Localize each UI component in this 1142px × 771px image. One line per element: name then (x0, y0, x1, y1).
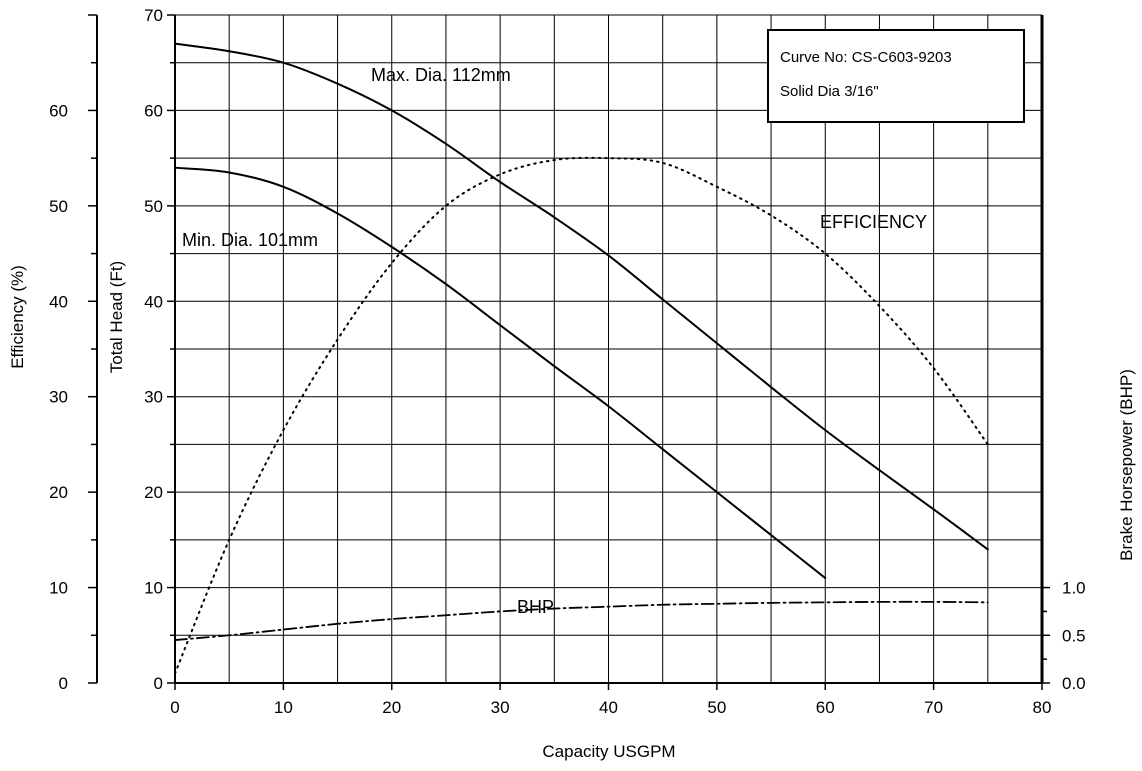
efficiency-tick-label: 50 (49, 197, 68, 216)
x-tick-label: 50 (707, 698, 726, 717)
x-tick-label: 30 (491, 698, 510, 717)
efficiency-tick-label: 40 (49, 292, 68, 311)
head-tick-label: 0 (154, 674, 163, 693)
x-axis-title: Capacity USGPM (542, 742, 675, 761)
min-dia-label: Min. Dia. 101mm (182, 230, 318, 250)
efficiency-curve (174, 156, 989, 675)
curve-info-box: Curve No: CS-C603-9203 Solid Dia 3/16" (767, 29, 1025, 123)
tick-labels: 0 10 20 30 40 50 60 70 80 0 10 20 30 40 50 60 70 0 10 20 30 4… (49, 6, 1086, 717)
y-axis-title-efficiency: Efficiency (%) (8, 265, 27, 369)
axes (88, 14, 1050, 690)
x-tick-label: 70 (924, 698, 943, 717)
bhp-tick-label: 0.5 (1062, 626, 1086, 645)
bhp-tick-label: 1.0 (1062, 579, 1086, 598)
grid (175, 14, 1042, 683)
y-axis-title-head: Total Head (Ft) (107, 261, 126, 373)
annotations: Max. Dia. 112mm Min. Dia. 101mm EFFICIENCY… (182, 65, 927, 617)
x-tick-label: 10 (274, 698, 293, 717)
curve-info-box-border (767, 29, 1025, 123)
head-tick-label: 50 (144, 197, 163, 216)
y-axis-title-bhp: Brake Horsepower (BHP) (1117, 369, 1136, 561)
bhp-curve (174, 600, 989, 641)
bhp-label: BHP (517, 597, 554, 617)
head-tick-label: 40 (144, 292, 163, 311)
max-dia-label: Max. Dia. 112mm (371, 65, 511, 85)
efficiency-tick-label: 10 (49, 579, 68, 598)
x-tick-label: 0 (170, 698, 179, 717)
bhp-tick-label: 0.0 (1062, 674, 1086, 693)
efficiency-tick-label: 30 (49, 388, 68, 407)
head-tick-label: 10 (144, 579, 163, 598)
x-tick-label: 80 (1033, 698, 1052, 717)
efficiency-tick-label: 0 (59, 674, 68, 693)
head-tick-label: 20 (144, 483, 163, 502)
solid-dia-label: Solid Dia 3/16" (780, 83, 879, 100)
x-tick-label: 60 (816, 698, 835, 717)
curve-number-label: Curve No: CS-C603-9203 (780, 49, 952, 66)
x-tick-label: 20 (382, 698, 401, 717)
x-tick-label: 40 (599, 698, 618, 717)
head-tick-label: 70 (144, 6, 163, 25)
efficiency-label: EFFICIENCY (820, 212, 927, 232)
series-lines (174, 42, 989, 675)
efficiency-tick-label: 60 (49, 101, 68, 120)
min-dia-head-curve (174, 166, 827, 580)
efficiency-tick-label: 20 (49, 483, 68, 502)
max-dia-head-curve (174, 42, 989, 551)
head-tick-label: 30 (144, 388, 163, 407)
head-tick-label: 60 (144, 101, 163, 120)
